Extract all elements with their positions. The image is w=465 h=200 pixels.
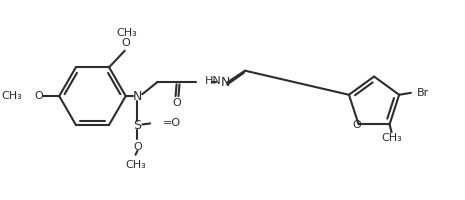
Text: N: N xyxy=(220,76,230,89)
Text: CH₃: CH₃ xyxy=(116,28,137,38)
Text: HN: HN xyxy=(205,76,222,86)
Text: CH₃: CH₃ xyxy=(125,160,146,170)
Text: Br: Br xyxy=(417,88,429,98)
Text: S: S xyxy=(133,119,141,132)
Text: O: O xyxy=(121,38,130,48)
Text: CH₃: CH₃ xyxy=(381,133,402,143)
Text: CH₃: CH₃ xyxy=(1,91,22,101)
Text: O: O xyxy=(34,91,43,101)
Text: O: O xyxy=(133,142,142,152)
Text: =O: =O xyxy=(163,118,181,128)
Text: O: O xyxy=(352,120,361,130)
Text: N: N xyxy=(133,90,142,103)
Text: O: O xyxy=(172,98,181,108)
